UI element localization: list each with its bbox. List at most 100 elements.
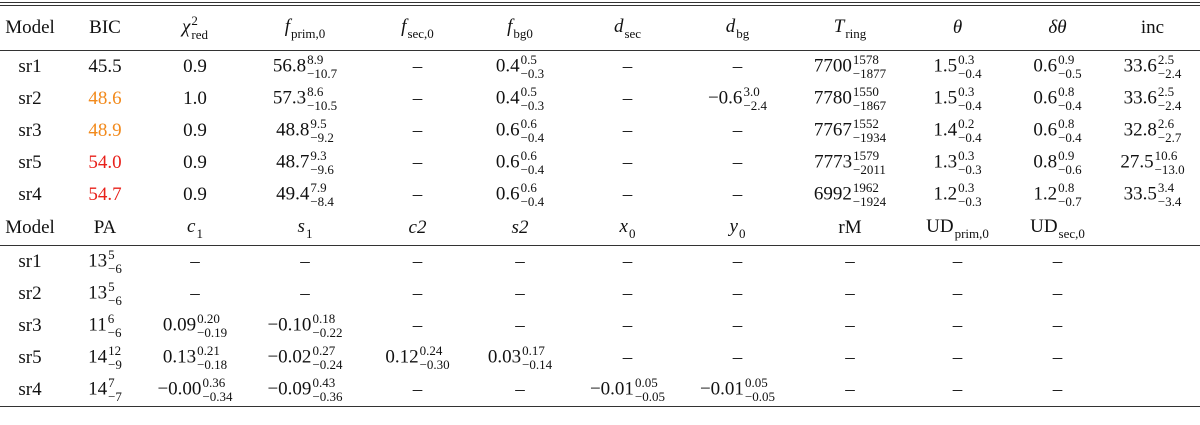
table-cell: – <box>680 147 795 179</box>
superscript: 10.6 <box>1154 148 1178 163</box>
superscript: 1552 <box>852 116 879 131</box>
table-cell: – <box>370 179 465 211</box>
cell-text: 1.0 <box>183 88 207 109</box>
cell-text: – <box>845 315 855 336</box>
superscript: 1550 <box>852 84 879 99</box>
cell-value: x <box>619 215 628 237</box>
table-cell: – <box>905 246 1010 279</box>
superscript: 0.6 <box>520 180 537 195</box>
table-cell: – <box>370 83 465 115</box>
cell-value: UD <box>1030 215 1058 237</box>
table-cell: 48.9 <box>60 115 150 147</box>
cell-text: – <box>845 251 855 272</box>
scripts: 2.6 −2.7 <box>1158 117 1182 145</box>
table-cell: – <box>370 246 465 279</box>
scripts: 0.9 −0.5 <box>1058 53 1082 81</box>
cell-value: 1.4 <box>933 119 958 141</box>
subscript: −0.3 <box>958 194 982 209</box>
cell-text: – <box>412 120 423 141</box>
table-cell: −0.02 0.27 −0.24 <box>240 342 370 374</box>
cell-text: sr3 <box>18 120 42 141</box>
superscript: 0.9 <box>1058 52 1075 67</box>
superscript: 8.9 <box>307 52 324 67</box>
table-cell: – <box>680 51 795 84</box>
cell-value: −0.02 <box>267 346 312 368</box>
table-cell: sr2 <box>0 83 60 115</box>
scripts: 8.9 −10.7 <box>307 53 337 81</box>
cell-value: 48.9 <box>88 120 122 141</box>
cell-value: 48.7 <box>276 151 310 173</box>
table-cell: – <box>370 374 465 407</box>
cell-text: – <box>622 120 633 141</box>
scripts: sec,0 <box>1059 226 1085 241</box>
scripts: 9.5 −9.2 <box>310 117 334 145</box>
table-cell: – <box>1010 278 1105 310</box>
scripts: 12 −9 <box>108 344 122 372</box>
table-cell: 7767 1552 −1934 <box>795 115 905 147</box>
cell-value: 57.3 <box>272 87 307 109</box>
subscript: −0.4 <box>520 130 545 145</box>
cell-value: 0.6 <box>1033 87 1058 109</box>
subscript: −0.3 <box>520 66 545 81</box>
cell-value: 7767 <box>813 119 852 141</box>
scripts: 0.5 −0.3 <box>521 85 545 113</box>
subscript: −0.5 <box>1058 66 1082 81</box>
cell-value: 48.6 <box>88 88 122 109</box>
table-cell: 1.5 0.3 −0.4 <box>905 83 1010 115</box>
superscript: 2 <box>191 13 198 28</box>
cell-value: 0.13 <box>162 346 197 368</box>
cell-value: d <box>613 15 624 37</box>
cell-text: – <box>845 379 855 400</box>
table-cell: sr5 <box>0 342 60 374</box>
cell-value: 13 <box>88 250 108 272</box>
scripts: bg <box>736 26 749 41</box>
superscript: 0.36 <box>202 375 226 390</box>
scripts: 1550 −1867 <box>853 85 886 113</box>
header-cell: inc <box>1105 4 1200 51</box>
superscript: 0.6 <box>520 116 537 131</box>
superscript: 12 <box>108 343 122 358</box>
scripts: 0.24 −0.30 <box>420 344 450 372</box>
cell-value: f <box>401 15 407 37</box>
scripts: 1578 −1877 <box>853 53 886 81</box>
cell-text: – <box>1052 347 1063 368</box>
cell-value: 7780 <box>813 87 852 109</box>
table-cell: – <box>680 278 795 310</box>
subscript: −0.18 <box>197 357 228 372</box>
table-cell: – <box>1010 374 1105 407</box>
cell-value: 27.5 <box>1120 151 1154 173</box>
cell-value: 1.3 <box>933 151 958 173</box>
cell-value: 0.03 <box>487 346 522 368</box>
scripts: 7 −7 <box>108 376 122 404</box>
subscript: −1877 <box>852 66 887 81</box>
header-cell <box>1105 211 1200 246</box>
scripts: 5 −6 <box>108 248 122 276</box>
superscript: 3.0 <box>743 84 760 99</box>
subscript: −7 <box>108 389 122 404</box>
table-cell: – <box>370 147 465 179</box>
cell-text: – <box>515 379 525 400</box>
cell-value: UD <box>926 215 954 237</box>
data-row: sr1 45.5 0.9 56.8 8.9 −10.7–0.4 0.5 −0.3– –7700 1… <box>0 51 1200 84</box>
subscript: −9.6 <box>310 162 334 177</box>
data-row: sr2 48.6 1.0 57.3 8.6 −10.5 – 0.4 0.5 −0.3 – −0.6 3.… <box>0 83 1200 115</box>
table-cell: – <box>575 342 680 374</box>
scripts: 0.8 −0.4 <box>1058 117 1082 145</box>
subscript: −1867 <box>852 98 887 113</box>
cell-text: – <box>190 283 200 304</box>
cell-text: inc <box>1140 17 1165 38</box>
table-cell: 14 7 −7 <box>60 374 150 407</box>
cell-value: χ <box>182 16 191 38</box>
cell-value: 54.7 <box>88 184 122 205</box>
subscript: −0.14 <box>522 357 553 372</box>
cell-text: – <box>622 251 633 272</box>
cell-text: – <box>622 88 633 109</box>
cell-text: – <box>845 283 855 304</box>
cell-text: sr3 <box>18 315 42 336</box>
table-cell: – <box>240 246 370 279</box>
header-cell: d bg <box>680 4 795 51</box>
cell-value: 13 <box>88 282 108 304</box>
cell-value: 33.6 <box>1123 87 1157 109</box>
